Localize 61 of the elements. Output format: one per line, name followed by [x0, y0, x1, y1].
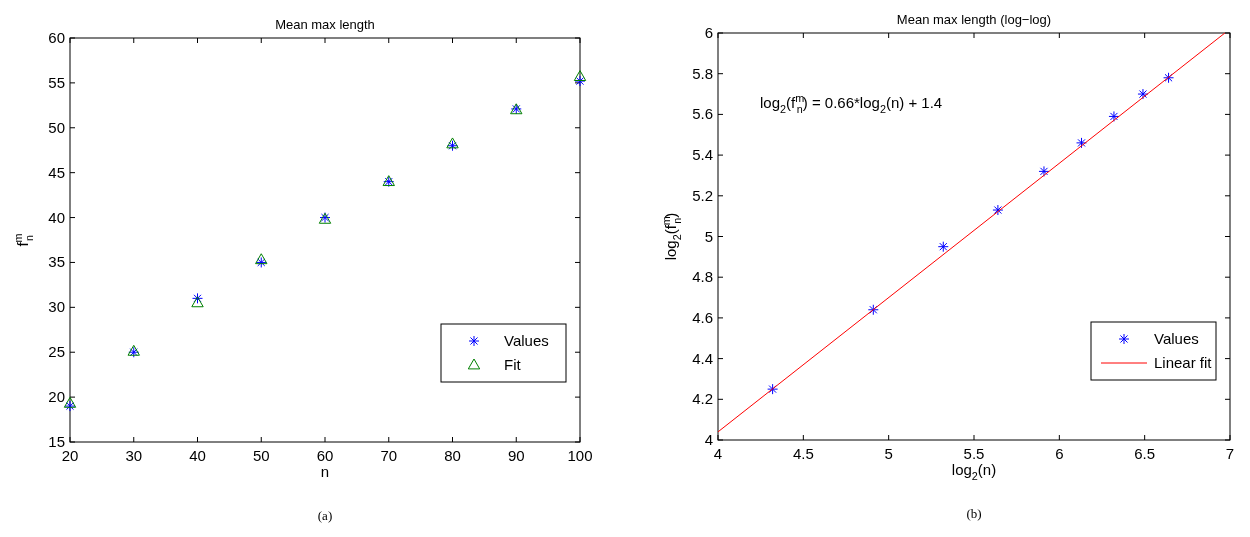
x-tick-label: 40	[189, 447, 206, 464]
x-tick-label: 30	[125, 447, 143, 464]
x-axis-title: log$_{2}$(n)	[951, 461, 997, 482]
y-tick-label: 30	[48, 298, 65, 316]
point	[1163, 72, 1175, 84]
point	[64, 400, 76, 412]
y-tick-label: 5.8	[692, 64, 713, 82]
point	[191, 296, 204, 308]
x-tick-label: 50	[252, 447, 270, 464]
annotation: log$_{2}$(f$^{m}$$_{n}$) = 0.66*log$_{2}$(n) + 1.4	[760, 92, 943, 115]
y-tick-label: 5.4	[692, 146, 713, 164]
x-tick-label: 60	[316, 447, 334, 464]
x-tick-label: 70	[380, 447, 398, 464]
y-tick-label: 5.6	[692, 105, 713, 123]
x-tick-label: 6.5	[1134, 445, 1156, 462]
x-tick-label: 4.5	[792, 445, 814, 462]
chart-title: Mean max length	[275, 17, 375, 32]
y-tick-label: 60	[48, 29, 65, 46]
y-tick-label: 25	[48, 343, 65, 361]
y-tick-label: 5.2	[692, 186, 713, 204]
x-tick-label: 90	[507, 447, 525, 464]
x-tick-label: 20	[61, 447, 79, 464]
y-tick-label: 50	[48, 118, 65, 136]
y-tick-label: 40	[48, 208, 65, 226]
point	[192, 292, 203, 304]
x-tick-label: 80	[444, 447, 461, 464]
x-tick-label: 5.5	[963, 445, 985, 462]
point	[1108, 110, 1120, 122]
point	[63, 396, 77, 408]
x-tick-label: 6	[1055, 445, 1064, 462]
y-tick-label: 6	[704, 24, 713, 41]
legend-label: Values	[1154, 330, 1199, 347]
y-tick-label: 4.8	[692, 268, 713, 286]
text: (a)	[317, 508, 333, 523]
legend-label: Linear fit	[1154, 354, 1213, 371]
x-tick-label: 5	[884, 445, 893, 462]
point	[767, 383, 779, 395]
point	[937, 241, 949, 253]
y-tick-label: 4.4	[692, 349, 713, 367]
point	[1137, 88, 1149, 100]
y-tick-label: 4.2	[692, 390, 713, 408]
y-tick-label: 4	[704, 431, 713, 448]
text: (b)	[966, 506, 982, 521]
point	[1076, 137, 1088, 149]
point	[992, 204, 1004, 216]
legend-label: Values	[504, 332, 549, 349]
y-tick-label: 5	[704, 227, 713, 245]
chart-title: Mean max length (log−log)	[896, 12, 1052, 27]
point	[1038, 165, 1050, 177]
x-tick-label: 100	[567, 447, 593, 464]
y-tick-label: 55	[48, 73, 65, 91]
y-tick-label: 35	[48, 253, 65, 271]
y-tick-label: 20	[48, 388, 65, 406]
point	[574, 75, 586, 87]
y-tick-label: 4.6	[692, 308, 713, 326]
y-tick-label: 45	[48, 163, 65, 181]
y-tick-label: 15	[48, 433, 65, 450]
legend-label: Fit	[504, 356, 522, 373]
x-tick-label: 7	[1225, 445, 1235, 462]
point	[573, 70, 587, 81]
x-axis-title: n	[320, 463, 330, 480]
